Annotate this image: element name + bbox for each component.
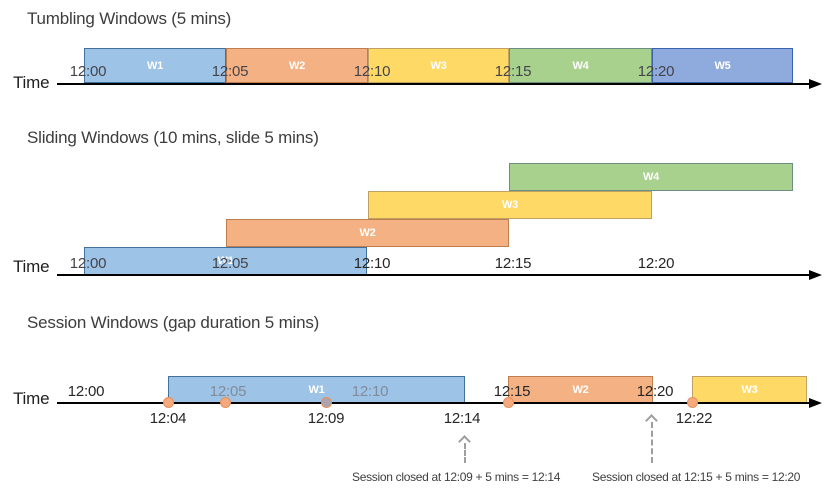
session-tick-1220: 12:20: [636, 383, 674, 400]
session-close-annotation-2: Session closed at 12:15 + 5 mins = 12:20: [592, 470, 801, 484]
session-tick-1200: 12:00: [67, 383, 105, 400]
session-close-arrow-1: [464, 443, 466, 463]
tumbling-tick-1210: 12:10: [353, 63, 391, 80]
tumbling-window-w3: W3: [368, 48, 509, 83]
window-label: W3: [430, 59, 447, 72]
session-axis-arrowhead-icon: [809, 398, 822, 408]
tumbling-section-title: Tumbling Windows (5 mins): [27, 9, 232, 28]
session-window-w2: W2: [508, 376, 653, 403]
session-event-label-1214: 12:14: [443, 410, 481, 427]
sliding-time-axis: [57, 274, 810, 276]
tumbling-tick-1220: 12:20: [637, 63, 675, 80]
sliding-window-w3: W3: [368, 191, 652, 219]
event-dot-1204: [163, 397, 174, 408]
sliding-window-w4: W4: [509, 163, 793, 191]
session-event-label-1209: 12:09: [307, 410, 345, 427]
window-label: W1: [308, 383, 325, 396]
window-label: W5: [714, 59, 731, 72]
session-close-annotation-1: Session closed at 12:09 + 5 mins = 12:14: [352, 470, 561, 484]
window-label: W4: [642, 171, 660, 183]
tumbling-tick-1200: 12:00: [69, 63, 107, 80]
sliding-tick-1205: 12:05: [211, 255, 249, 272]
sliding-tick-1200: 12:00: [69, 255, 107, 272]
session-tick-1205: 12:05: [209, 383, 247, 400]
sliding-window-w2: W2: [226, 219, 509, 247]
tumbling-window-w1: W1: [84, 48, 226, 83]
event-dot: [220, 397, 231, 408]
tumbling-tick-1205: 12:05: [211, 63, 249, 80]
window-label: W4: [572, 59, 589, 72]
tumbling-tick-1215: 12:15: [494, 63, 532, 80]
session-event-label-1204: 12:04: [149, 410, 187, 427]
session-event-label-1222: 12:22: [675, 410, 713, 427]
sliding-tick-1220: 12:20: [637, 255, 675, 272]
window-label: W2: [359, 227, 376, 239]
tumbling-axis-arrowhead-icon: [809, 79, 822, 89]
window-label: W3: [501, 199, 519, 211]
session-tick-1210: 12:10: [351, 383, 389, 400]
event-dot-1209: [321, 397, 332, 408]
sliding-axis-arrowhead-icon: [809, 270, 822, 280]
window-label: W2: [288, 59, 306, 72]
event-dot-1215: [503, 397, 514, 408]
window-label: W1: [146, 59, 164, 72]
tumbling-time-axis-label: Time: [13, 73, 50, 92]
session-window-w1: W1: [168, 376, 465, 403]
event-dot-1222: [687, 397, 698, 408]
session-time-axis-label: Time: [13, 389, 50, 408]
sliding-section-title: Sliding Windows (10 mins, slide 5 mins): [27, 128, 319, 147]
session-section-title: Session Windows (gap duration 5 mins): [27, 313, 320, 332]
tumbling-window-w4: W4: [509, 48, 652, 83]
sliding-tick-1210: 12:10: [353, 255, 391, 272]
window-label: W1: [217, 255, 234, 267]
session-window-w3: W3: [692, 376, 807, 403]
sliding-window-w1: W1: [84, 247, 367, 275]
window-label: W2: [572, 383, 589, 396]
tumbling-time-axis: [57, 83, 810, 85]
session-tick-1215: 12:15: [493, 383, 531, 400]
sliding-time-axis-label: Time: [13, 257, 50, 276]
session-time-axis: [57, 402, 810, 404]
window-label: W3: [741, 383, 758, 396]
tumbling-window-w5: W5: [652, 48, 793, 83]
tumbling-window-w2: W2: [226, 48, 368, 83]
sliding-tick-1215: 12:15: [494, 255, 532, 272]
session-close-arrow-2: [651, 422, 653, 463]
